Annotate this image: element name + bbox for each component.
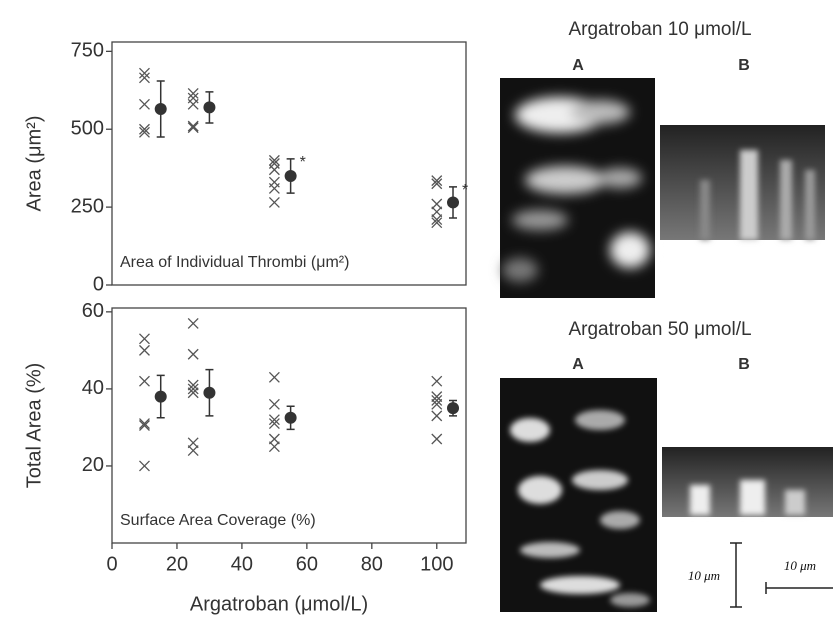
scale-bar (730, 543, 833, 607)
annotation: Surface Area Coverage (%) (120, 512, 316, 529)
x-tick-label: 80 (361, 553, 383, 575)
data-point (188, 349, 198, 359)
mean-point (203, 387, 215, 399)
data-point (188, 123, 198, 133)
data-point (139, 334, 149, 344)
image-title: Argatroban 50 μmol/L (568, 319, 751, 340)
data-point (139, 73, 149, 83)
x-tick-label: 20 (166, 553, 188, 575)
data-point (139, 99, 149, 109)
y-tick-label: 60 (82, 300, 104, 322)
panel-label: B (738, 356, 750, 373)
data-point (269, 372, 279, 382)
x-tick-label: 100 (420, 553, 453, 575)
scale-label: 10 μm (688, 568, 720, 583)
plot-frame (112, 42, 466, 285)
significance-label: * (462, 182, 468, 199)
annotation: Area of Individual Thrombi (μm²) (120, 254, 349, 271)
x-tick-label: 40 (231, 553, 253, 575)
data-point (269, 183, 279, 193)
data-point (269, 399, 279, 409)
image-title: Argatroban 10 μmol/L (568, 19, 751, 40)
micrograph (662, 447, 833, 517)
y-tick-label: 20 (82, 454, 104, 476)
x-tick-label: 0 (106, 553, 117, 575)
data-point (188, 121, 198, 131)
micrograph (660, 125, 825, 240)
data-point (139, 345, 149, 355)
y-axis-label: Area (μm²) (23, 116, 45, 212)
data-point (269, 197, 279, 207)
plot-frame (112, 308, 466, 543)
data-point (188, 318, 198, 328)
data-point (188, 88, 198, 98)
figure: Argatroban 10 μmol/L A B Argatroban 50 μ… (0, 0, 833, 617)
scale-label: 10 μm (784, 558, 816, 573)
y-axis-label: Total Area (%) (23, 363, 45, 489)
mean-point (285, 170, 297, 182)
data-point (139, 68, 149, 78)
data-point (139, 419, 149, 429)
data-point (188, 99, 198, 109)
y-tick-label: 250 (71, 195, 104, 217)
data-point (432, 376, 442, 386)
data-point (139, 461, 149, 471)
panel-label: A (572, 356, 584, 373)
x-axis-label: Argatroban (μmol/L) (190, 593, 368, 615)
micrograph (500, 78, 655, 298)
data-point (188, 446, 198, 456)
significance-label: * (300, 154, 306, 171)
mean-point (203, 101, 215, 113)
panel-label: B (738, 57, 750, 74)
mean-point (285, 412, 297, 424)
mean-point (447, 402, 459, 414)
data-point (139, 376, 149, 386)
y-tick-label: 750 (71, 40, 104, 62)
micrograph (500, 378, 657, 612)
y-tick-label: 500 (71, 118, 104, 140)
y-tick-label: 40 (82, 377, 104, 399)
data-point (269, 442, 279, 452)
data-point (269, 165, 279, 175)
x-tick-label: 60 (296, 553, 318, 575)
data-point (432, 434, 442, 444)
mean-point (447, 196, 459, 208)
mean-point (155, 391, 167, 403)
panel-label: A (572, 57, 584, 74)
mean-point (155, 103, 167, 115)
y-tick-label: 0 (93, 273, 104, 295)
data-point (139, 421, 149, 431)
data-point (432, 411, 442, 421)
